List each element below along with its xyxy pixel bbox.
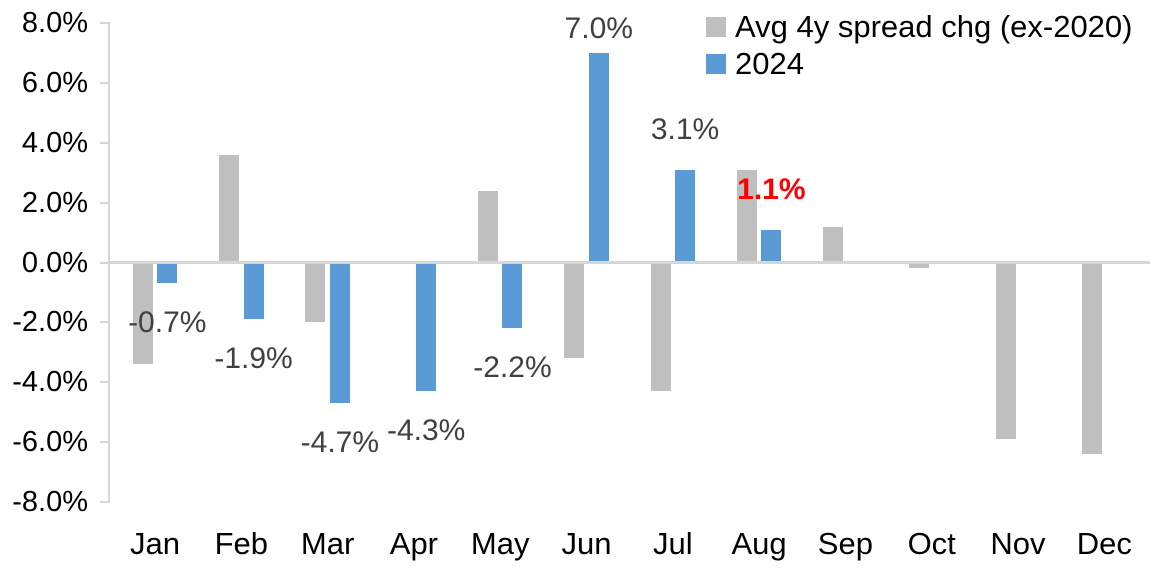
data-label-jun: 7.0% <box>564 12 633 45</box>
data-label-aug: 1.1% <box>737 172 806 206</box>
bar-avg-feb <box>219 154 240 263</box>
x-axis-label-oct: Oct <box>907 526 956 561</box>
y-axis-tick-label: -6.0% <box>12 426 88 459</box>
y-axis-tick-label: -2.0% <box>12 306 88 339</box>
y-axis-tick-mark <box>100 261 110 264</box>
bar-2024-aug <box>761 229 782 263</box>
y-axis-tick-label: 0.0% <box>21 246 88 279</box>
y-axis-line <box>108 23 110 502</box>
y-axis-tick-label: 2.0% <box>21 186 88 219</box>
bar-2024-jun <box>588 53 609 263</box>
bar-avg-jan <box>132 262 153 365</box>
bar-2024-apr <box>416 262 437 392</box>
y-axis-tick-mark <box>100 321 110 324</box>
y-axis-tick-label: -4.0% <box>12 366 88 399</box>
bar-avg-may <box>477 190 498 263</box>
x-axis-label-mar: Mar <box>300 526 355 561</box>
y-axis-tick-mark <box>100 500 110 503</box>
x-axis-label-feb: Feb <box>214 526 268 561</box>
zero-axis-line <box>110 261 1150 264</box>
y-axis-tick-mark <box>100 381 110 384</box>
bar-avg-mar <box>305 262 326 323</box>
x-axis-label-nov: Nov <box>990 526 1046 561</box>
legend-label: Avg 4y spread chg (ex-2020) <box>735 8 1133 44</box>
bar-2024-jul <box>675 169 696 263</box>
x-axis-label-dec: Dec <box>1076 526 1132 561</box>
y-axis-tick-label: 4.0% <box>21 126 88 159</box>
y-axis-tick-mark <box>100 441 110 444</box>
legend-item: Avg 4y spread chg (ex-2020) <box>706 8 1133 45</box>
x-axis-label-apr: Apr <box>389 526 439 561</box>
legend-item: 2024 <box>706 45 1133 82</box>
bar-2024-may <box>502 262 523 329</box>
legend-swatch-icon <box>706 53 726 74</box>
x-axis-label-may: May <box>470 526 530 561</box>
y-axis-tick-label: 8.0% <box>21 7 88 40</box>
data-label-jul: 3.1% <box>650 112 720 146</box>
data-label-apr: -4.3% <box>386 414 466 448</box>
y-axis-tick-label: -8.0% <box>12 485 88 518</box>
data-label-feb: -1.9% <box>214 342 293 376</box>
bar-2024-mar <box>329 262 350 404</box>
x-axis-label-jan: Jan <box>130 526 180 561</box>
y-axis-tick-mark <box>100 22 110 25</box>
bar-avg-aug <box>736 169 757 263</box>
y-axis-tick-mark <box>100 201 110 204</box>
bar-avg-oct <box>909 262 930 269</box>
x-axis-label-sep: Sep <box>817 526 873 561</box>
data-label-may: -2.2% <box>473 351 552 385</box>
y-axis-tick-label: 6.0% <box>21 66 88 99</box>
bar-avg-jul <box>650 262 671 392</box>
y-axis-tick-mark <box>100 81 110 84</box>
bar-2024-jan <box>157 262 178 284</box>
bar-avg-sep <box>823 226 844 263</box>
x-axis-label-jul: Jul <box>652 526 693 561</box>
bar-avg-dec <box>1082 262 1103 454</box>
data-label-jan: -0.7% <box>128 306 207 340</box>
x-axis-label-jun: Jun <box>561 526 612 561</box>
legend-label: 2024 <box>735 45 804 81</box>
y-axis-tick-mark <box>100 141 110 144</box>
legend: Avg 4y spread chg (ex-2020) 2024 <box>706 8 1133 82</box>
bar-avg-nov <box>995 262 1016 440</box>
legend-swatch-icon <box>706 16 726 37</box>
x-axis-label-aug: Aug <box>731 526 787 561</box>
bar-avg-jun <box>564 262 585 359</box>
bar-2024-feb <box>243 262 264 320</box>
data-label-mar: -4.7% <box>300 426 380 460</box>
